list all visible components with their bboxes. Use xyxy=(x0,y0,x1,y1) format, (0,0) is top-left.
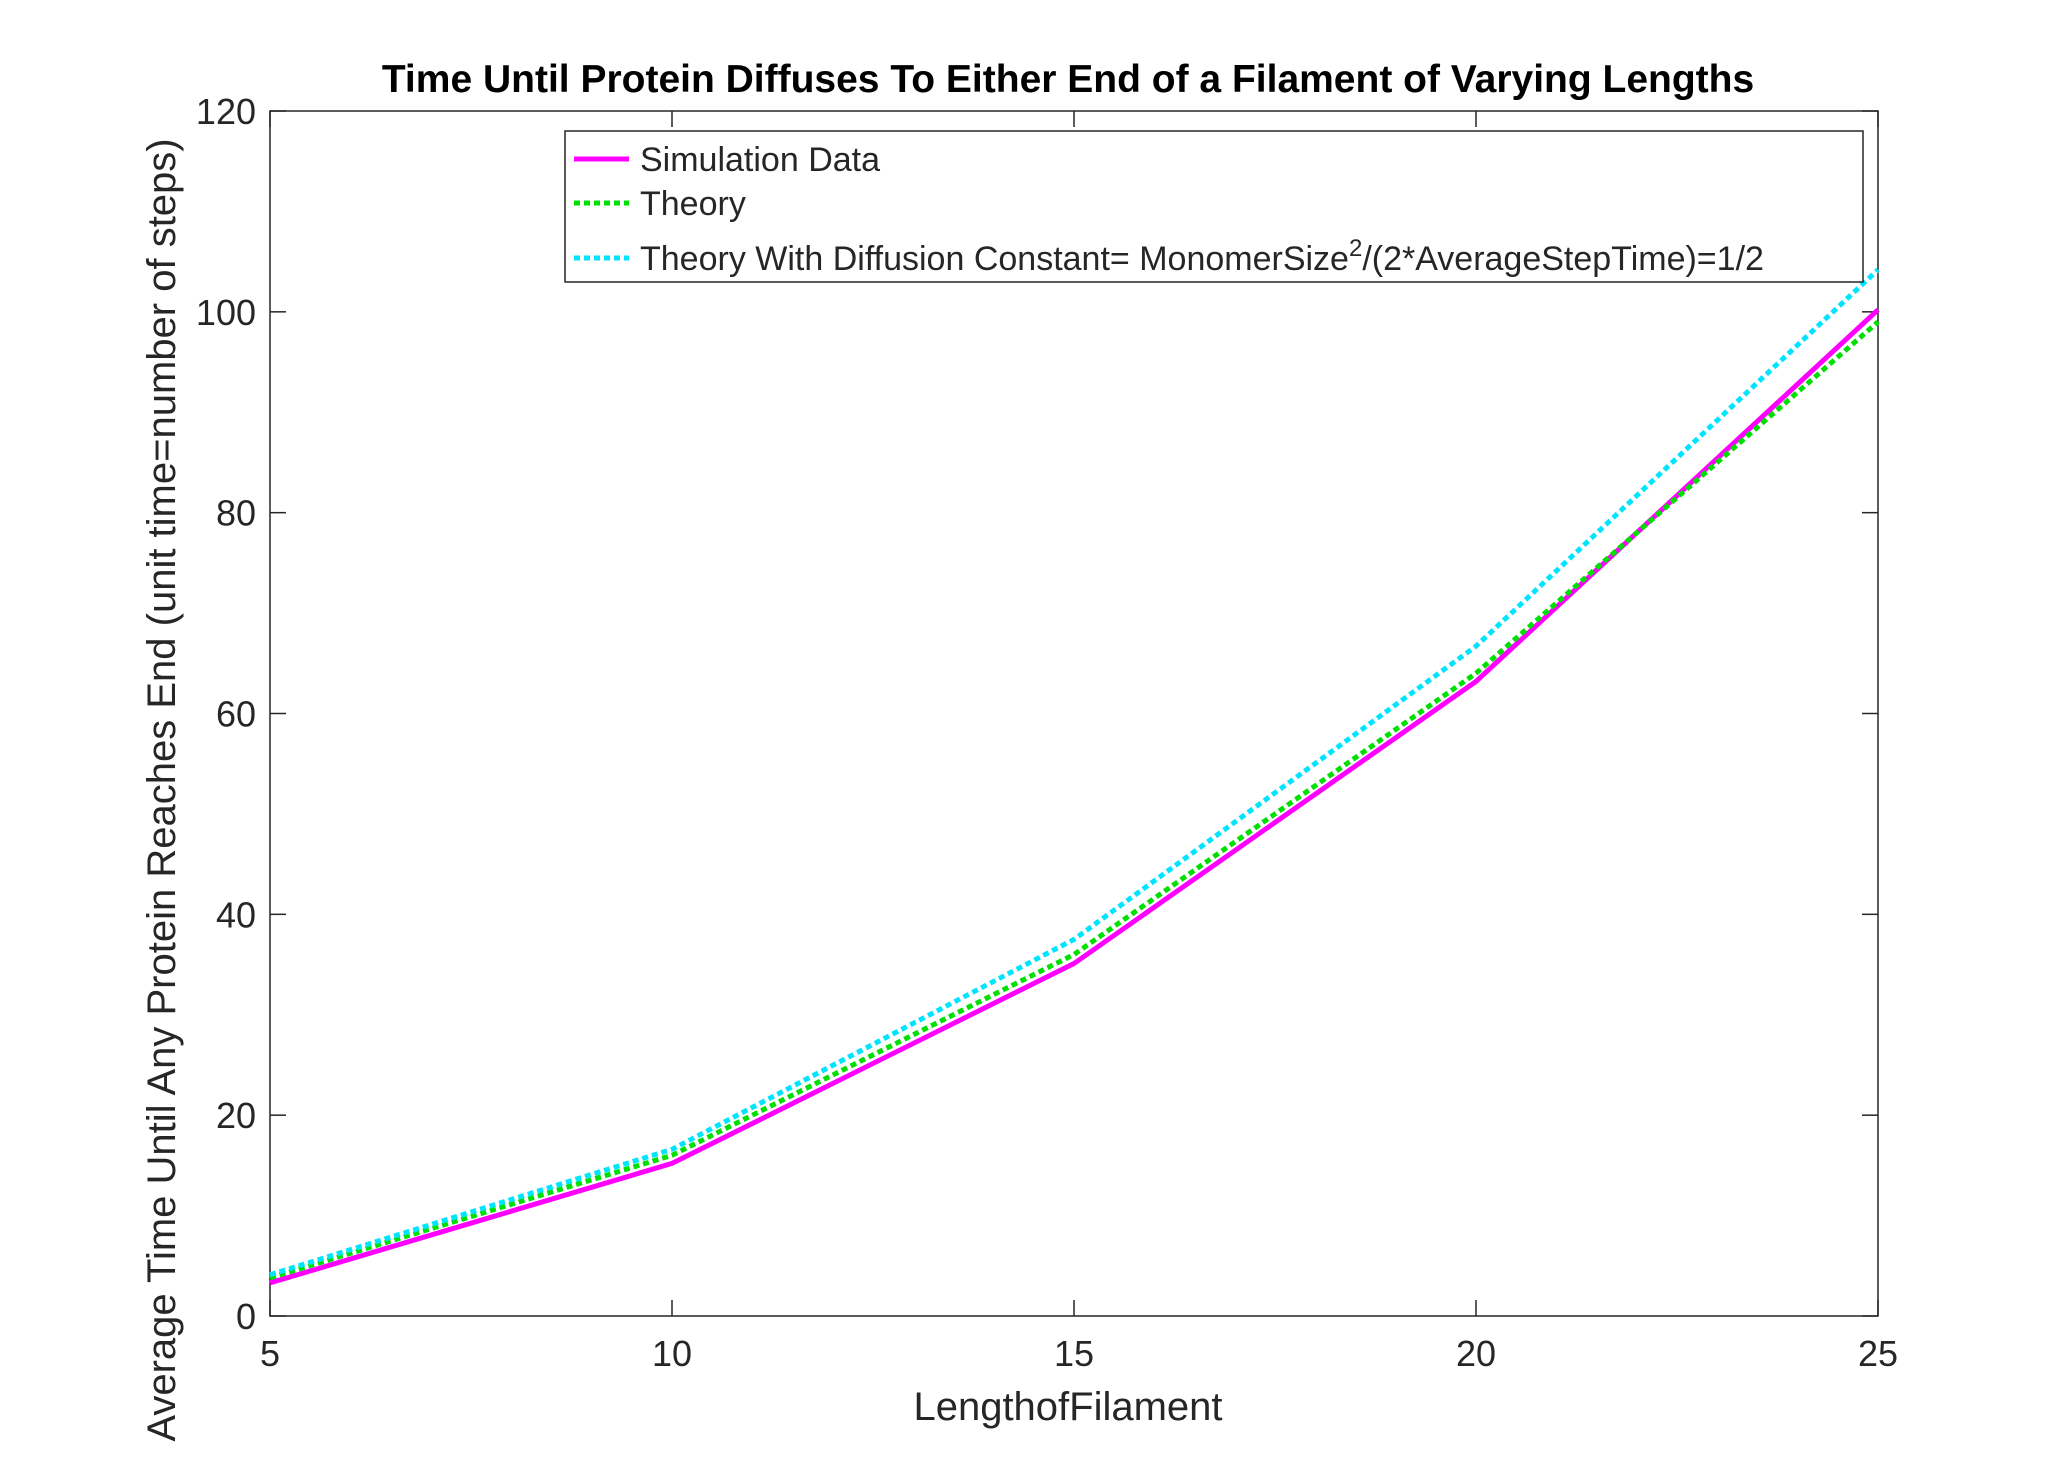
y-tick-label: 60 xyxy=(216,694,256,735)
legend-label-text: Simulation Data xyxy=(640,141,880,179)
y-tick-label: 100 xyxy=(196,292,256,333)
x-tick-label: 20 xyxy=(1456,1333,1496,1374)
x-tick-label: 25 xyxy=(1858,1333,1898,1374)
legend-label-3: Theory With Diffusion Constant= MonomerS… xyxy=(640,235,1764,278)
x-axis-label: LengthofFilament xyxy=(913,1385,1222,1429)
legend-label-text: Theory xyxy=(640,185,746,223)
x-tick-label: 10 xyxy=(652,1333,692,1374)
chart-title: Time Until Protein Diffuses To Either En… xyxy=(382,58,1754,101)
series-lines xyxy=(269,267,1880,1286)
y-tick-label: 80 xyxy=(216,493,256,534)
x-tick-label: 5 xyxy=(260,1333,280,1374)
y-tick-label: 20 xyxy=(216,1095,256,1136)
legend-label-text: Theory With Diffusion Constant= MonomerS… xyxy=(640,240,1349,278)
y-tick-label: 120 xyxy=(196,91,256,132)
legend-label-superscript: 2 xyxy=(1349,235,1362,262)
legend-label-suffix: /(2*AverageStepTime)=1/2 xyxy=(1362,240,1764,278)
legend: Simulation Data Theory Theory With Diffusi… xyxy=(564,130,1864,283)
y-tick-label: 0 xyxy=(236,1296,256,1337)
legend-label-2: Theory xyxy=(640,185,746,223)
x-tick-label: 15 xyxy=(1054,1333,1094,1374)
legend-box xyxy=(564,130,1864,283)
y-tick-label: 40 xyxy=(216,894,256,935)
series-line-3 xyxy=(269,267,1880,1278)
series-line-2 xyxy=(269,320,1880,1281)
legend-label-1: Simulation Data xyxy=(640,141,880,179)
series-line-1 xyxy=(269,307,1880,1286)
y-axis-label: Average Time Until Any Protein Reaches E… xyxy=(140,138,184,1441)
axis-ticks: 5 10 15 20 25 0 20 40 60 80 100 120 xyxy=(196,91,1898,1374)
